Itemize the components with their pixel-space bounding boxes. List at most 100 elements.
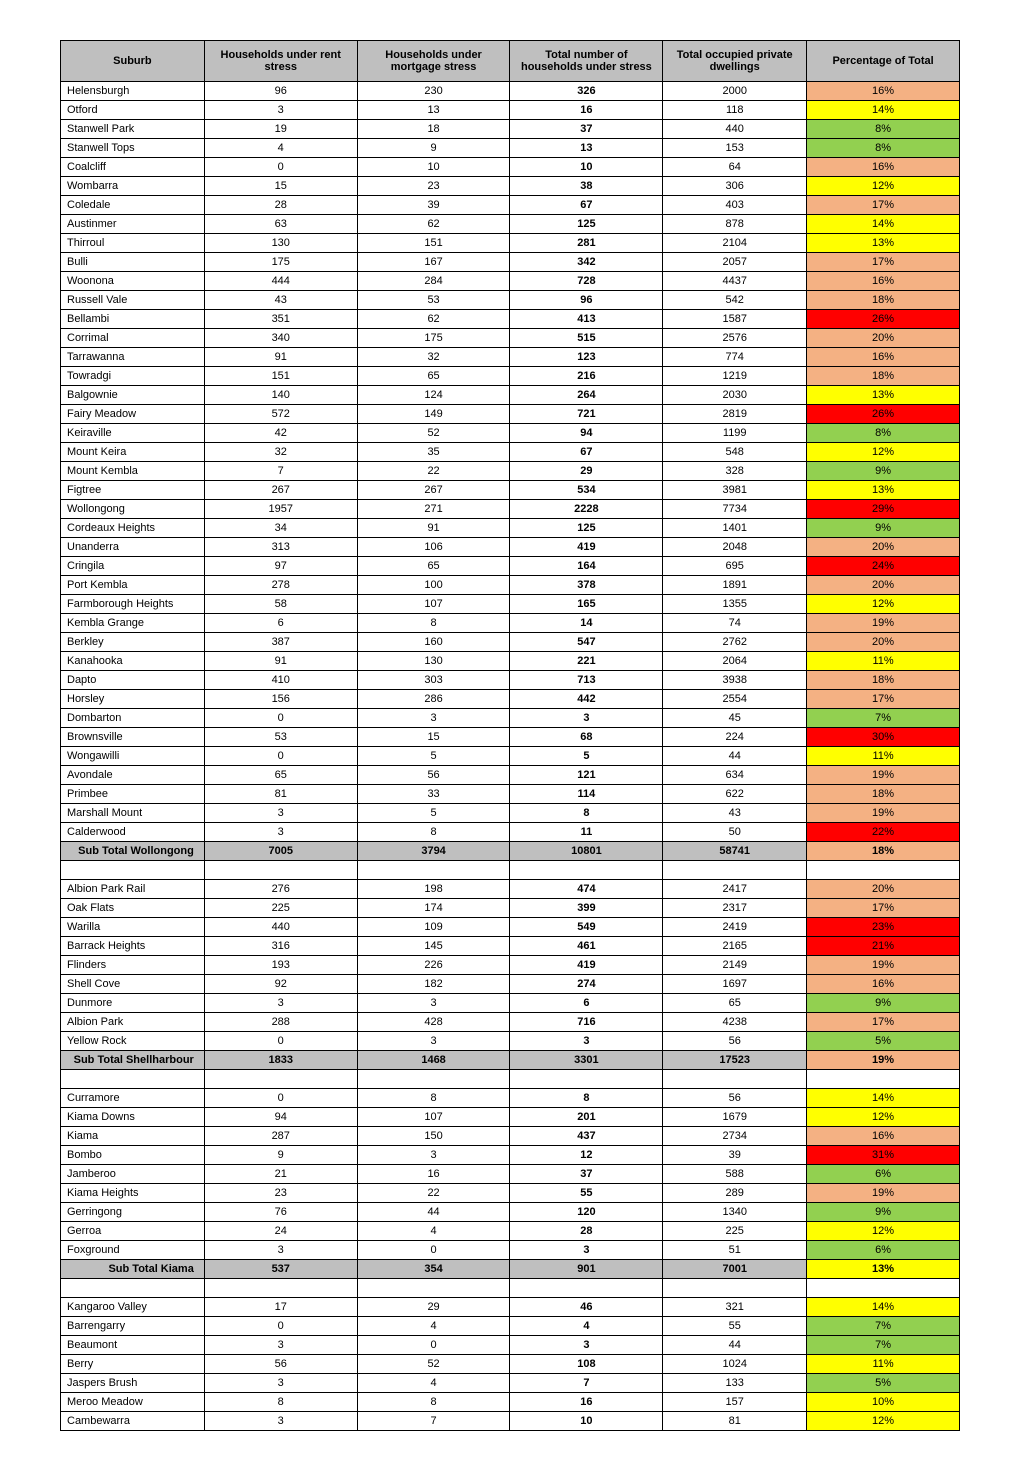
table-row: Berkley387160547276220% — [61, 633, 960, 652]
mortgage-stress-cell: 167 — [357, 253, 510, 272]
table-row: Thirroul130151281210413% — [61, 234, 960, 253]
total-stress-cell: 14 — [510, 614, 663, 633]
rent-stress-cell: 340 — [204, 329, 357, 348]
total-stress-cell: 6 — [510, 994, 663, 1013]
suburb-cell: Coalcliff — [61, 158, 205, 177]
percentage-cell: 20% — [807, 329, 960, 348]
rent-stress-cell: 21 — [204, 1165, 357, 1184]
suburb-cell: Figtree — [61, 481, 205, 500]
rent-stress-cell: 76 — [204, 1203, 357, 1222]
suburb-cell: Curramore — [61, 1089, 205, 1108]
table-header: SuburbHouseholds under rent stressHouseh… — [61, 41, 960, 82]
percentage-cell: 26% — [807, 405, 960, 424]
percentage-cell: 18% — [807, 291, 960, 310]
col-header-4: Total occupied private dwellings — [663, 41, 807, 82]
table-row: Bombo93123931% — [61, 1146, 960, 1165]
mortgage-stress-cell: 149 — [357, 405, 510, 424]
table-row: Cringila976516469524% — [61, 557, 960, 576]
mortgage-stress-cell: 65 — [357, 557, 510, 576]
rent-stress-cell: 56 — [204, 1355, 357, 1374]
suburb-cell: Tarrawanna — [61, 348, 205, 367]
table-row: Foxground303516% — [61, 1241, 960, 1260]
col-header-0: Suburb — [61, 41, 205, 82]
mortgage-stress-cell: 150 — [357, 1127, 510, 1146]
table-row: Stanwell Tops49131538% — [61, 139, 960, 158]
suburb-cell: Primbee — [61, 785, 205, 804]
rent-stress-cell: 63 — [204, 215, 357, 234]
rent-stress-cell: 3 — [204, 1336, 357, 1355]
dwellings-cell: 403 — [663, 196, 807, 215]
mortgage-stress-cell: 39 — [357, 196, 510, 215]
dwellings-cell: 1891 — [663, 576, 807, 595]
total-stress-cell: 3 — [510, 1241, 663, 1260]
table-row: Austinmer636212587814% — [61, 215, 960, 234]
mortgage-stress-cell: 0 — [357, 1241, 510, 1260]
percentage-cell: 8% — [807, 424, 960, 443]
percentage-cell: 10% — [807, 1393, 960, 1412]
percentage-cell: 9% — [807, 462, 960, 481]
suburb-cell: Otford — [61, 101, 205, 120]
suburb-cell: Gerringong — [61, 1203, 205, 1222]
total-stress-cell: 4 — [510, 1317, 663, 1336]
dwellings-cell: 133 — [663, 1374, 807, 1393]
table-row: Calderwood38115022% — [61, 823, 960, 842]
suburb-cell: Austinmer — [61, 215, 205, 234]
mortgage-stress-cell: 1468 — [357, 1051, 510, 1070]
spacer-row — [61, 861, 960, 880]
dwellings-cell: 39 — [663, 1146, 807, 1165]
dwellings-cell: 2762 — [663, 633, 807, 652]
mortgage-stress-cell: 62 — [357, 215, 510, 234]
suburb-cell: Fairy Meadow — [61, 405, 205, 424]
rent-stress-cell: 15 — [204, 177, 357, 196]
mortgage-stress-cell: 100 — [357, 576, 510, 595]
table-row: Keiraville42529411998% — [61, 424, 960, 443]
table-row: Marshall Mount3584319% — [61, 804, 960, 823]
table-row: Kanahooka91130221206411% — [61, 652, 960, 671]
percentage-cell: 23% — [807, 918, 960, 937]
suburb-cell: Warilla — [61, 918, 205, 937]
percentage-cell: 19% — [807, 1051, 960, 1070]
subtotal-row: Sub Total Wollongong70053794108015874118… — [61, 842, 960, 861]
dwellings-cell: 43 — [663, 804, 807, 823]
mortgage-stress-cell: 10 — [357, 158, 510, 177]
mortgage-stress-cell: 29 — [357, 1298, 510, 1317]
percentage-cell: 19% — [807, 1184, 960, 1203]
percentage-cell: 5% — [807, 1032, 960, 1051]
total-stress-cell: 378 — [510, 576, 663, 595]
total-stress-cell: 5 — [510, 747, 663, 766]
total-stress-cell: 399 — [510, 899, 663, 918]
dwellings-cell: 44 — [663, 1336, 807, 1355]
suburb-cell: Kiama Heights — [61, 1184, 205, 1203]
dwellings-cell: 51 — [663, 1241, 807, 1260]
table-row: Albion Park Rail276198474241720% — [61, 880, 960, 899]
mortgage-stress-cell: 32 — [357, 348, 510, 367]
table-row: Coledale28396740317% — [61, 196, 960, 215]
total-stress-cell: 547 — [510, 633, 663, 652]
table-row: Oak Flats225174399231717% — [61, 899, 960, 918]
rent-stress-cell: 96 — [204, 82, 357, 101]
rent-stress-cell: 3 — [204, 804, 357, 823]
rent-stress-cell: 0 — [204, 1317, 357, 1336]
mortgage-stress-cell: 3 — [357, 994, 510, 1013]
percentage-cell: 6% — [807, 1165, 960, 1184]
dwellings-cell: 695 — [663, 557, 807, 576]
dwellings-cell: 81 — [663, 1412, 807, 1431]
table-row: Unanderra313106419204820% — [61, 538, 960, 557]
total-stress-cell: 281 — [510, 234, 663, 253]
total-stress-cell: 10 — [510, 1412, 663, 1431]
dwellings-cell: 289 — [663, 1184, 807, 1203]
rent-stress-cell: 8 — [204, 1393, 357, 1412]
suburb-cell: Port Kembla — [61, 576, 205, 595]
percentage-cell: 14% — [807, 1089, 960, 1108]
percentage-cell: 19% — [807, 766, 960, 785]
mortgage-stress-cell: 7 — [357, 1412, 510, 1431]
suburb-cell: Mount Keira — [61, 443, 205, 462]
rent-stress-cell: 94 — [204, 1108, 357, 1127]
suburb-cell: Sub Total Kiama — [61, 1260, 205, 1279]
percentage-cell: 17% — [807, 1013, 960, 1032]
total-stress-cell: 96 — [510, 291, 663, 310]
total-stress-cell: 67 — [510, 196, 663, 215]
table-row: Wombarra15233830612% — [61, 177, 960, 196]
suburb-cell: Woonona — [61, 272, 205, 291]
dwellings-cell: 1024 — [663, 1355, 807, 1374]
